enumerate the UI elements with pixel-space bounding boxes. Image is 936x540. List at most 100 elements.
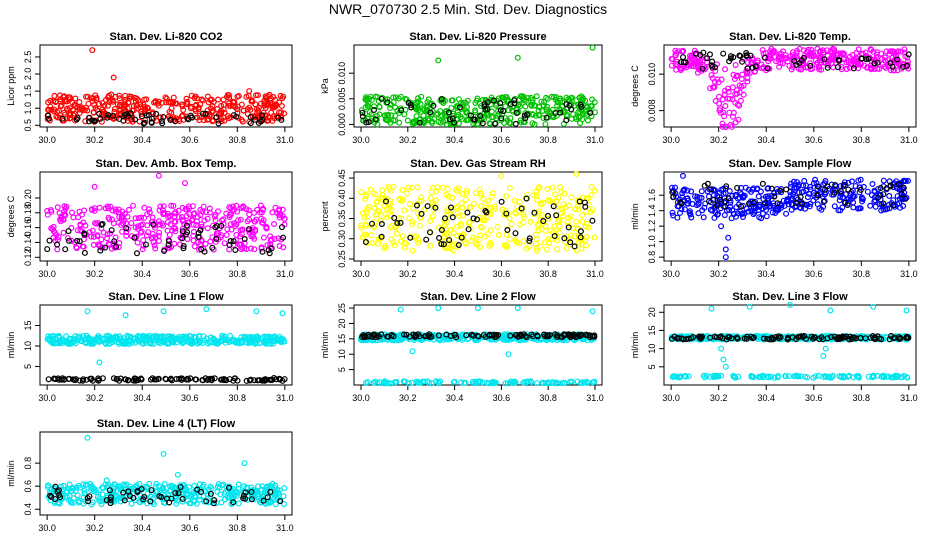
data-point	[506, 185, 513, 192]
data-point	[252, 116, 259, 123]
data-point	[517, 103, 524, 110]
y-axis-label: percent	[320, 201, 330, 232]
data-point	[385, 117, 392, 124]
data-point	[563, 113, 570, 120]
data-point	[359, 113, 366, 120]
data-point	[532, 231, 539, 238]
data-point	[132, 98, 139, 105]
data-point	[722, 102, 729, 109]
data-point	[83, 104, 90, 111]
data-point	[271, 104, 278, 111]
data-point	[90, 109, 97, 116]
data-point	[223, 232, 230, 239]
data-point	[240, 107, 247, 114]
data-point	[158, 117, 165, 124]
data-point	[60, 94, 67, 101]
data-point	[721, 212, 728, 219]
data-point-outlier	[182, 180, 189, 187]
data-point	[368, 96, 375, 103]
x-tick-label: 30.8	[229, 523, 247, 533]
data-point	[669, 56, 676, 63]
plot-frame	[663, 44, 917, 128]
data-point	[374, 121, 381, 128]
data-point	[276, 99, 283, 106]
data-point	[867, 202, 874, 209]
data-point	[269, 209, 276, 216]
x-tick-label: 30.8	[853, 393, 871, 403]
data-point	[202, 240, 209, 247]
x-tick-label: 30.6	[493, 393, 511, 403]
data-point	[479, 120, 486, 127]
y-tick-label: 0.30	[337, 230, 347, 248]
data-point	[472, 107, 479, 114]
data-point	[86, 114, 93, 121]
data-point	[141, 119, 148, 126]
data-point	[831, 203, 838, 210]
x-tick-label: 30.8	[539, 269, 557, 279]
data-point-outlier	[435, 305, 442, 312]
data-point	[159, 120, 166, 127]
data-point	[226, 94, 233, 101]
data-point	[495, 232, 502, 239]
y-tick-label: 0.000	[337, 113, 347, 136]
data-point	[104, 114, 111, 121]
data-point	[238, 116, 245, 123]
data-point	[255, 119, 262, 126]
data-point-outlier	[160, 450, 167, 457]
data-point	[399, 186, 406, 193]
data-point	[729, 113, 736, 120]
data-point	[568, 194, 575, 201]
data-point	[44, 112, 51, 119]
data-point	[554, 246, 561, 253]
data-point	[423, 236, 430, 243]
data-point	[128, 220, 135, 227]
data-point	[573, 218, 580, 225]
x-tick-label: 30.6	[181, 523, 199, 533]
data-point	[262, 93, 269, 100]
data-point	[234, 106, 241, 113]
data-point	[361, 214, 368, 221]
data-point	[584, 103, 591, 110]
data-point	[81, 249, 88, 256]
data-point-outlier	[246, 88, 253, 95]
data-point	[905, 65, 912, 72]
data-point	[139, 113, 146, 120]
data-point	[392, 94, 399, 101]
data-point	[98, 118, 105, 125]
data-point	[143, 96, 150, 103]
data-point	[429, 213, 436, 220]
data-point-outlier	[589, 308, 596, 315]
data-point	[406, 215, 413, 222]
data-point	[116, 92, 123, 99]
data-point	[366, 95, 373, 102]
data-point	[695, 210, 702, 217]
data-point	[179, 103, 186, 110]
x-tick-label: 30.2	[399, 269, 417, 279]
data-point	[184, 101, 191, 108]
data-point	[233, 202, 240, 209]
data-point	[588, 191, 595, 198]
data-point-outlier	[89, 47, 96, 54]
data-point	[152, 245, 159, 252]
y-tick-label: 25	[337, 303, 347, 313]
x-tick-label: 30.0	[352, 269, 370, 279]
data-point-outlier	[174, 471, 181, 478]
data-point	[74, 492, 81, 499]
x-tick-label: 30.6	[805, 393, 823, 403]
data-point	[85, 118, 92, 125]
x-tick-label: 30.4	[133, 523, 151, 533]
data-point	[737, 97, 744, 104]
data-point	[365, 103, 372, 110]
data-point	[571, 243, 578, 250]
data-point	[166, 108, 173, 115]
chart-title: Stan. Dev. Gas Stream RH	[410, 158, 546, 170]
y-axis-label: ml/min	[6, 460, 16, 487]
data-point	[68, 209, 75, 216]
data-point	[229, 102, 236, 109]
x-tick-label: 30.2	[710, 269, 728, 279]
data-point	[448, 105, 455, 112]
data-point	[544, 186, 551, 193]
data-point	[529, 111, 536, 118]
